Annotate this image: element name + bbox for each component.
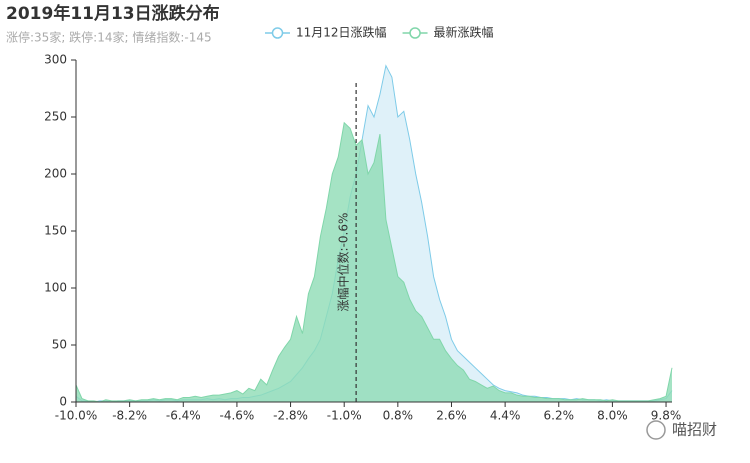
watermark: 喵招财 xyxy=(646,420,717,440)
y-tick-label: 150 xyxy=(44,224,67,238)
legend-marker xyxy=(409,27,421,39)
x-tick-label: 0.8% xyxy=(383,409,414,423)
x-tick-label: -1.0% xyxy=(327,409,362,423)
x-tick-label: -2.8% xyxy=(273,409,308,423)
x-tick-label: -10.0% xyxy=(55,409,97,423)
chart-title: 2019年11月13日涨跌分布 xyxy=(6,3,220,24)
median-label: 涨幅中位数:-0.6% xyxy=(336,213,351,312)
area-fill xyxy=(76,122,672,402)
chart-subtitle: 涨停:35家; 跌停:14家; 情绪指数:-145 xyxy=(6,30,212,45)
y-tick-label: 300 xyxy=(44,53,67,67)
legend-item: 11月12日涨跌幅 xyxy=(265,25,387,40)
legend-item: 最新涨跌幅 xyxy=(402,25,494,40)
legend-label: 11月12日涨跌幅 xyxy=(296,25,387,40)
x-tick-label: 6.2% xyxy=(544,409,575,423)
x-tick-label: -6.4% xyxy=(166,409,201,423)
legend-label: 最新涨跌幅 xyxy=(434,25,494,40)
watermark-text: 喵招财 xyxy=(672,421,717,439)
y-tick-label: 250 xyxy=(44,110,67,124)
x-tick-label: 8.0% xyxy=(597,409,628,423)
x-tick-label: 2.6% xyxy=(436,409,467,423)
x-tick-label: 9.8% xyxy=(651,409,682,423)
x-tick-label: -8.2% xyxy=(112,409,147,423)
y-tick-label: 50 xyxy=(52,338,67,352)
area-line xyxy=(75,121,673,403)
x-tick-label: 4.4% xyxy=(490,409,521,423)
y-tick-label: 100 xyxy=(44,281,67,295)
x-tick-label: -4.6% xyxy=(220,409,255,423)
legend-marker xyxy=(271,27,284,39)
y-tick-label: 0 xyxy=(59,395,67,409)
watermark-icon xyxy=(646,420,666,440)
y-tick-label: 200 xyxy=(44,167,67,181)
